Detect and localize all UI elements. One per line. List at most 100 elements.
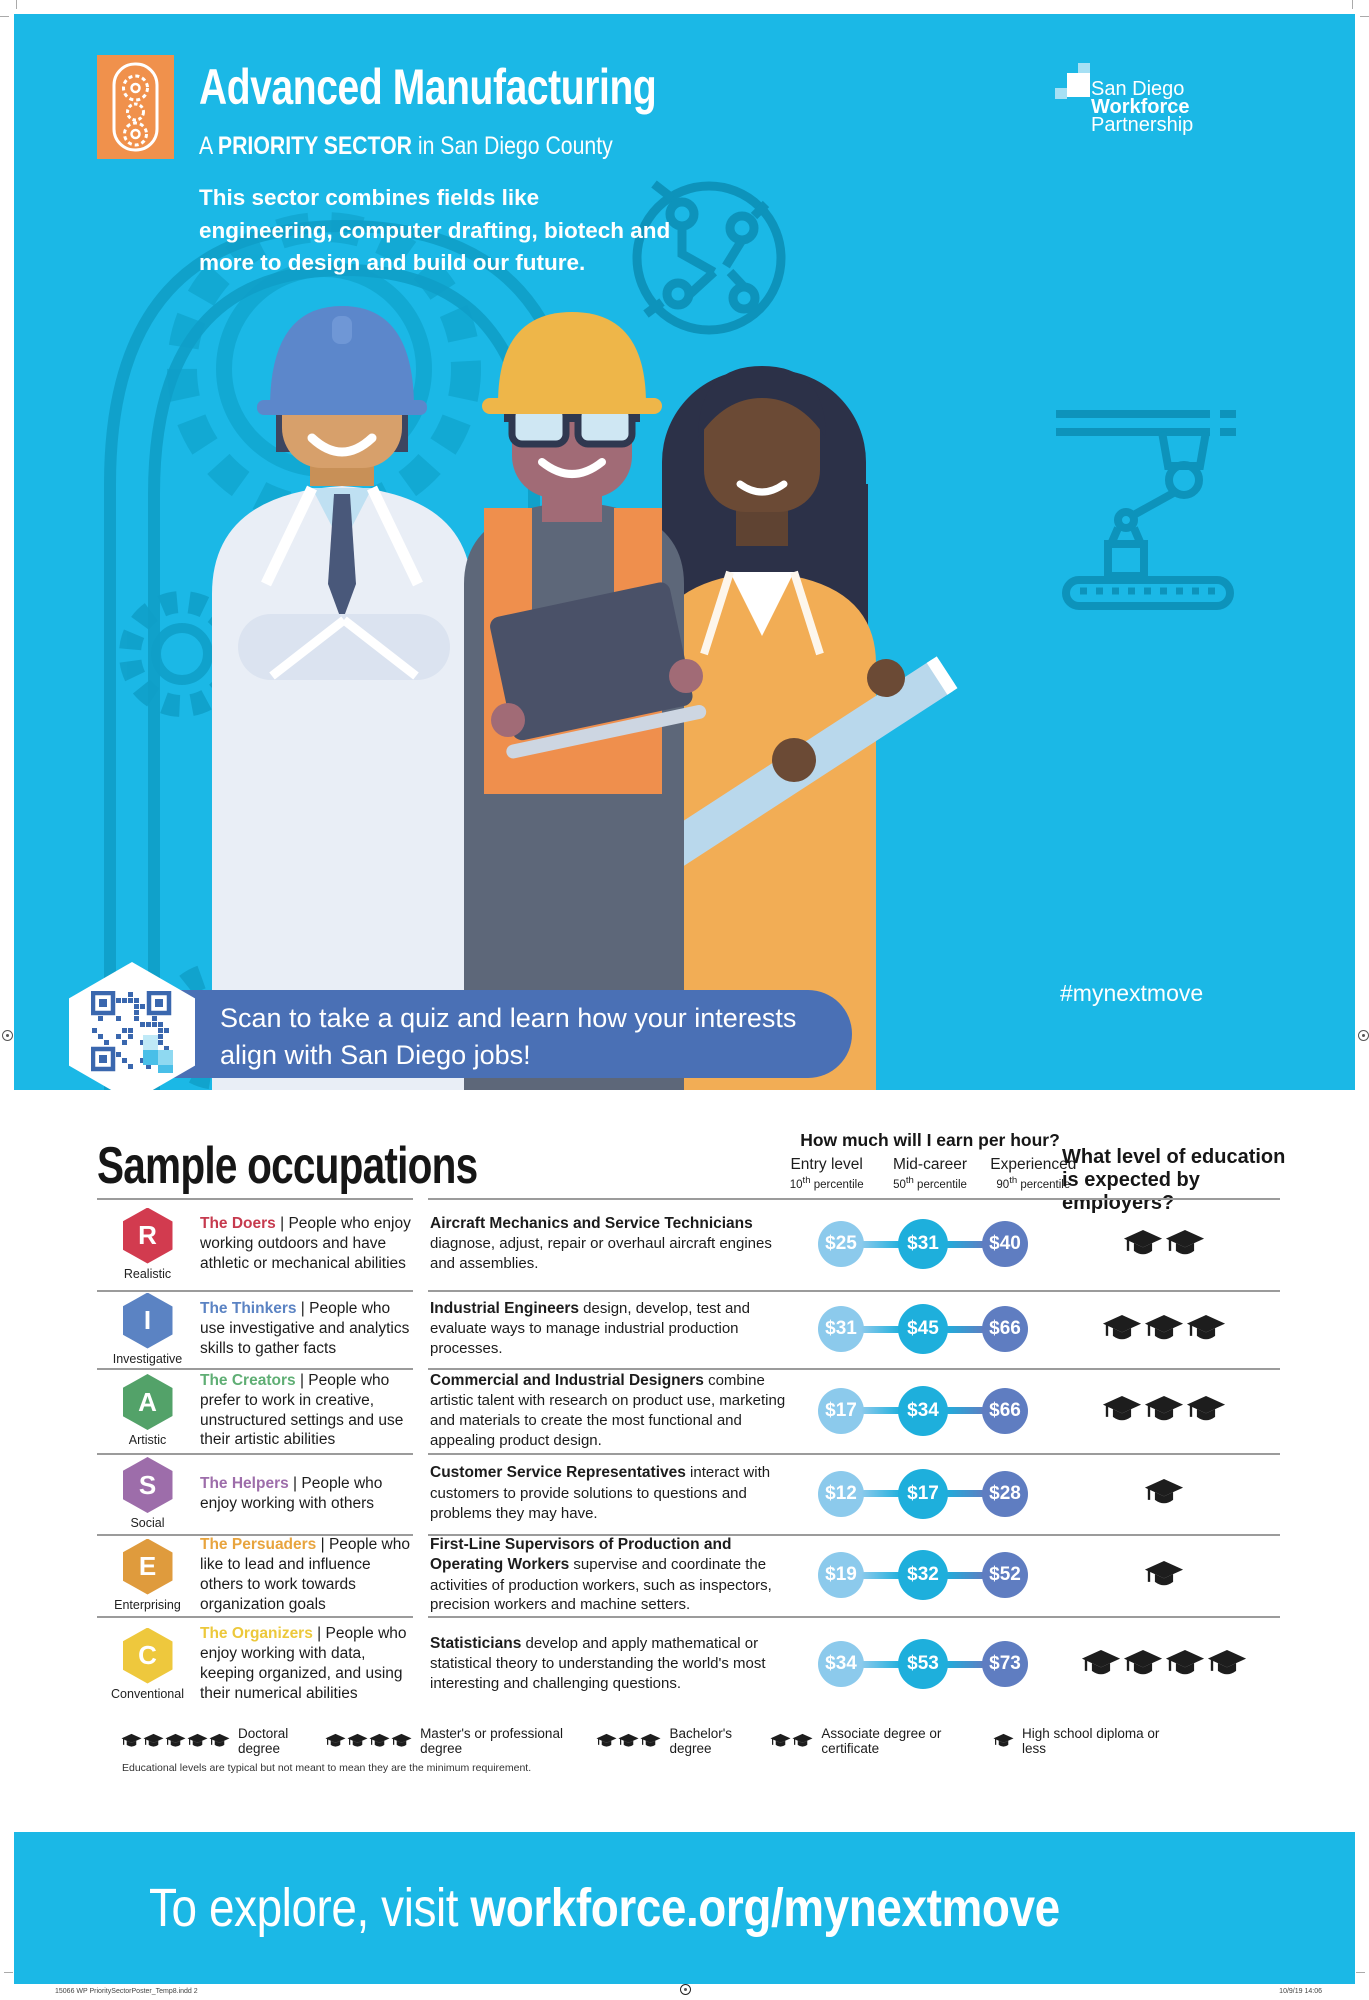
occupation-cell: Customer Service Representatives interac… — [430, 1463, 810, 1523]
occupation-name: Commercial and Industrial Designers — [430, 1371, 704, 1389]
graduation-cap-icon — [1123, 1229, 1162, 1254]
graduation-cap-icon — [1144, 1314, 1183, 1339]
hashtag: #mynextmove — [1060, 980, 1204, 1006]
graduation-cap-icon — [618, 1733, 639, 1747]
education-cell — [1081, 1314, 1246, 1345]
personality-desc: People who use investigative and analyti… — [200, 1300, 410, 1357]
earn-col-mid: Mid-career 50th percentile — [892, 1156, 968, 1191]
riasec-letter: C — [138, 1640, 157, 1670]
education-cell — [1081, 1395, 1246, 1426]
occupation-cell: Aircraft Mechanics and Service Technicia… — [430, 1214, 810, 1274]
hero-section: Advanced Manufacturing A PRIORITY SECTOR… — [14, 14, 1355, 1090]
personality-cell: The Doers | People who enjoy working out… — [200, 1214, 430, 1273]
personality-name: The Helpers — [200, 1474, 289, 1492]
education-cell — [1081, 1229, 1246, 1260]
graduation-cap-icon — [164, 1733, 186, 1747]
riasec-cell: S Social — [95, 1457, 200, 1530]
legend-item: Associate degree or certificate — [769, 1726, 992, 1756]
legend-label: Associate degree or certificate — [821, 1726, 942, 1756]
separator: | — [280, 1215, 289, 1233]
wage-cell: $12 $17 $28 — [810, 1468, 1095, 1519]
graduation-cap-icon — [1144, 1560, 1183, 1585]
personality-desc: People who prefer to work in creative, u… — [200, 1371, 404, 1449]
occupation-desc: diagnose, adjust, repair or overhaul air… — [430, 1235, 772, 1273]
hero-illustration — [104, 180, 1236, 1090]
crop-mark-icon — [1352, 0, 1353, 9]
logo-steps-icon — [1078, 63, 1090, 73]
occupations-table: R Realistic The Doers | People who enjoy… — [95, 1198, 1280, 1712]
wage-dot-mid: $32 — [898, 1550, 948, 1600]
wage-connector — [861, 1325, 901, 1333]
registration-mark-icon — [680, 1984, 691, 1995]
qr-caption: Scan to take a quiz and learn how your i… — [220, 1003, 797, 1070]
personality-cell: The Thinkers | People who use investigat… — [200, 1299, 430, 1358]
graduation-cap-icon — [208, 1733, 230, 1747]
wage-cell: $34 $53 $73 — [810, 1639, 1095, 1689]
occupation-name: Industrial Engineers — [430, 1299, 580, 1317]
personality-name: The Thinkers — [200, 1300, 297, 1318]
wage-cell: $25 $31 $40 — [810, 1219, 1095, 1269]
graduation-cap-icon — [186, 1733, 208, 1747]
print-timestamp: 10/9/19 14:06 — [1279, 1988, 1322, 1995]
wage-connector — [945, 1325, 985, 1333]
legend-item: Bachelor's degree — [595, 1726, 769, 1756]
riasec-category-label: Conventional — [111, 1686, 184, 1701]
legend-label: High school diploma or less — [1022, 1726, 1160, 1756]
registration-mark-icon — [2, 1030, 13, 1041]
occupation-desc: design, develop, test and evaluate ways … — [430, 1299, 750, 1358]
personality-name: The Persuaders — [200, 1536, 317, 1554]
logo-line1: San Diego — [1091, 78, 1185, 100]
wage-connector — [861, 1407, 901, 1414]
occupation-desc: supervise and coordinate the activities … — [430, 1556, 772, 1614]
logo-steps-icon — [1067, 73, 1090, 97]
riasec-cell: R Realistic — [95, 1207, 200, 1281]
riasec-cell: A Artistic — [95, 1374, 200, 1447]
riasec-category-label: Enterprising — [114, 1597, 181, 1612]
earn-col-entry: Entry level 10th percentile — [789, 1156, 864, 1191]
wage-connector — [861, 1240, 901, 1248]
person-labcoat — [212, 306, 472, 1090]
legend-item: Doctoral degree — [120, 1726, 324, 1756]
personality-desc: People who like to lead and influence ot… — [200, 1536, 410, 1613]
sector-gear-capsule-icon — [97, 55, 174, 159]
legend-caps — [769, 1733, 813, 1750]
graduation-cap-icon — [1186, 1314, 1225, 1339]
graduation-cap-icon — [1144, 1395, 1183, 1421]
person-hardhat — [464, 312, 707, 1090]
wage-connector — [945, 1490, 985, 1497]
crop-mark-icon — [1356, 1972, 1365, 1973]
circuit-circle-icon — [632, 180, 786, 335]
crop-mark-icon — [0, 16, 9, 17]
wage-cell: $31 $45 $66 — [810, 1304, 1095, 1354]
graduation-cap-icon — [640, 1733, 661, 1747]
occupation-cell: First-Line Supervisors of Production and… — [430, 1535, 810, 1616]
wage-connector — [945, 1240, 985, 1248]
graduation-cap-icon — [1165, 1229, 1204, 1254]
earnings-header: How much will I earn per hour? — [800, 1130, 1060, 1150]
riasec-letter: S — [138, 1469, 157, 1500]
wage-dot-experienced: $28 — [982, 1470, 1028, 1517]
occupation-row: S Social The Helpers | People who enjoy … — [95, 1453, 1280, 1534]
wage-dot-entry: $25 — [818, 1221, 864, 1267]
personality-name: The Organizers — [200, 1625, 313, 1643]
legend-label: Bachelor's degree — [669, 1726, 733, 1756]
personality-name: The Creators — [200, 1371, 296, 1389]
wage-dot-mid: $34 — [898, 1385, 948, 1436]
riasec-hexagon-icon: A — [122, 1374, 173, 1430]
wage-dot-mid: $53 — [898, 1639, 948, 1689]
graduation-cap-icon — [992, 1733, 1014, 1747]
personality-desc: People who enjoy working outdoors and ha… — [200, 1215, 411, 1272]
sector-description: This sector combines fields like enginee… — [199, 185, 671, 276]
separator: | — [320, 1536, 329, 1554]
graduation-cap-icon — [1165, 1649, 1204, 1674]
registration-mark-icon — [1358, 1030, 1369, 1041]
graduation-cap-icon — [1102, 1314, 1141, 1339]
wage-connector — [945, 1571, 985, 1579]
wage-dot-mid: $45 — [898, 1304, 948, 1354]
graduation-cap-icon — [142, 1733, 164, 1747]
occupation-row: R Realistic The Doers | People who enjoy… — [95, 1198, 1280, 1290]
riasec-cell: C Conventional — [95, 1627, 200, 1701]
personality-cell: The Organizers | People who enjoy workin… — [200, 1624, 430, 1703]
legend-item: Master's or professional degree — [324, 1726, 595, 1756]
wage-connector — [945, 1660, 985, 1668]
